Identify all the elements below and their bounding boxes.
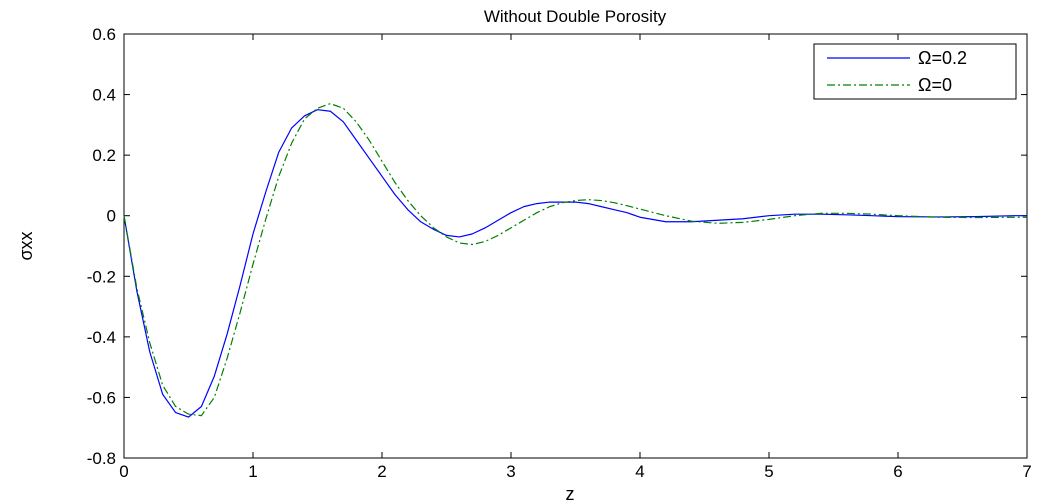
y-tick-label: 0 [107,207,116,226]
x-tick-label: 2 [377,462,386,481]
x-tick-label: 1 [248,462,257,481]
x-tick-label: 7 [1022,462,1031,481]
y-axis-label: σxx [16,231,36,260]
y-tick-label: -0.4 [87,328,116,347]
x-tick-label: 6 [893,462,902,481]
x-tick-label: 0 [119,462,128,481]
axis-ticks: 0 1 2 3 4 5 6 7 -0.8 -0.6 -0.4 -0.2 0 0.2 0.4 0.6 [87,25,1032,481]
x-tick-label: 3 [506,462,515,481]
plot-area [123,33,1028,459]
y-tick-label: -0.6 [87,388,116,407]
y-tick-label: -0.2 [87,267,116,286]
legend: Ω=0.2 Ω=0 [813,43,1017,100]
x-tick-label: 5 [764,462,773,481]
x-axis-label: z [566,484,575,503]
legend-label-omega-0-2: Ω=0.2 [918,48,967,68]
y-tick-label: -0.8 [87,449,116,468]
y-tick-label: 0.6 [92,25,116,44]
y-tick-label: 0.4 [92,86,116,105]
series-line-1 [123,103,1027,417]
legend-label-omega-0: Ω=0 [918,75,952,95]
series-line-0 [123,109,1027,418]
y-tick-label: 0.2 [92,146,116,165]
chart-title: Without Double Porosity [484,7,667,26]
series-layer [123,103,1027,418]
x-tick-label: 4 [635,462,644,481]
legend-box [813,43,1017,100]
